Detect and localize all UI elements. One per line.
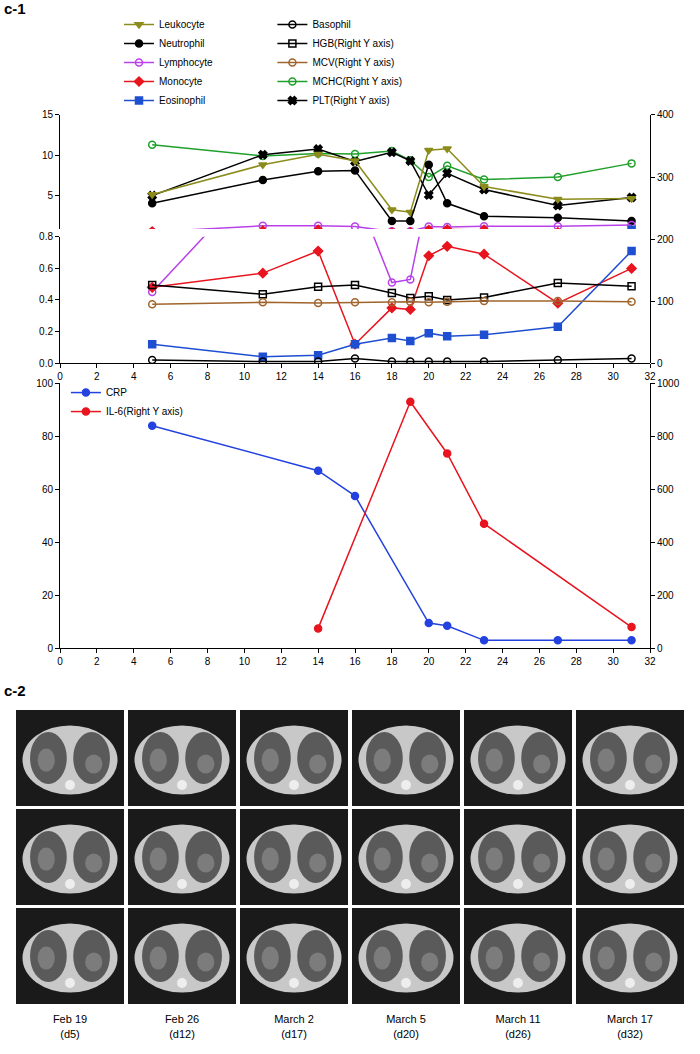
svg-text:10: 10 xyxy=(239,656,251,667)
svg-text:March 17: March 17 xyxy=(607,1013,653,1025)
svg-text:Neutrophil: Neutrophil xyxy=(159,38,205,49)
svg-text:(d32): (d32) xyxy=(617,1028,643,1040)
svg-text:0: 0 xyxy=(57,656,63,667)
svg-text:March 5: March 5 xyxy=(386,1013,426,1025)
svg-text:10: 10 xyxy=(42,150,54,161)
svg-text:400: 400 xyxy=(657,109,674,120)
svg-text:(d5): (d5) xyxy=(60,1028,80,1040)
svg-text:28: 28 xyxy=(571,656,583,667)
svg-text:10: 10 xyxy=(239,371,251,382)
svg-text:28: 28 xyxy=(571,371,583,382)
svg-text:18: 18 xyxy=(386,656,398,667)
svg-text:200: 200 xyxy=(657,590,674,601)
svg-text:32: 32 xyxy=(644,371,656,382)
svg-text:8: 8 xyxy=(205,371,211,382)
html-text:c-1: c-1 xyxy=(4,0,26,17)
svg-text:8: 8 xyxy=(205,656,211,667)
svg-text:Lymphocyte: Lymphocyte xyxy=(159,57,213,68)
svg-text:26: 26 xyxy=(534,371,546,382)
svg-text:24: 24 xyxy=(497,656,509,667)
svg-text:600: 600 xyxy=(657,484,674,495)
svg-text:30: 30 xyxy=(608,656,620,667)
svg-text:40: 40 xyxy=(42,537,54,548)
svg-text:HGB(Right Y axis): HGB(Right Y axis) xyxy=(312,38,393,49)
svg-text:80: 80 xyxy=(42,431,54,442)
svg-text:2: 2 xyxy=(94,656,100,667)
svg-text:0: 0 xyxy=(47,643,53,654)
svg-text:24: 24 xyxy=(497,371,509,382)
svg-text:0.6: 0.6 xyxy=(39,263,53,274)
svg-text:300: 300 xyxy=(657,172,674,183)
svg-text:15: 15 xyxy=(42,109,54,120)
svg-text:30: 30 xyxy=(608,371,620,382)
svg-text:(d12): (d12) xyxy=(169,1028,195,1040)
svg-text:0.8: 0.8 xyxy=(39,231,53,242)
svg-text:MCHC(Right Y axis): MCHC(Right Y axis) xyxy=(312,76,402,87)
svg-text:0.2: 0.2 xyxy=(39,326,53,337)
svg-text:4: 4 xyxy=(131,371,137,382)
svg-text:PLT(Right Y axis): PLT(Right Y axis) xyxy=(312,95,389,106)
svg-text:c-2: c-2 xyxy=(4,682,26,699)
svg-text:14: 14 xyxy=(313,656,325,667)
svg-text:100: 100 xyxy=(36,378,53,389)
svg-text:(d20): (d20) xyxy=(393,1028,419,1040)
svg-text:16: 16 xyxy=(349,371,361,382)
svg-text:16: 16 xyxy=(349,656,361,667)
svg-text:4: 4 xyxy=(131,656,137,667)
svg-text:(d17): (d17) xyxy=(281,1028,307,1040)
svg-text:Feb 19: Feb 19 xyxy=(53,1013,87,1025)
svg-text:20: 20 xyxy=(42,590,54,601)
svg-text:6: 6 xyxy=(168,371,174,382)
svg-text:(d26): (d26) xyxy=(505,1028,531,1040)
svg-text:18: 18 xyxy=(386,371,398,382)
svg-text:20: 20 xyxy=(423,371,435,382)
svg-text:Feb 26: Feb 26 xyxy=(165,1013,199,1025)
svg-text:Monocyte: Monocyte xyxy=(159,76,203,87)
svg-text:60: 60 xyxy=(42,484,54,495)
svg-text:MCV(Right Y axis): MCV(Right Y axis) xyxy=(312,57,394,68)
svg-text:0.4: 0.4 xyxy=(39,294,53,305)
svg-text:14: 14 xyxy=(313,371,325,382)
svg-text:26: 26 xyxy=(534,656,546,667)
svg-text:22: 22 xyxy=(460,371,472,382)
svg-text:March 2: March 2 xyxy=(274,1013,314,1025)
svg-text:20: 20 xyxy=(423,656,435,667)
svg-text:400: 400 xyxy=(657,537,674,548)
svg-text:0: 0 xyxy=(57,371,63,382)
svg-text:CRP: CRP xyxy=(106,387,127,398)
svg-text:200: 200 xyxy=(657,234,674,245)
svg-text:Eosinophil: Eosinophil xyxy=(159,95,205,106)
svg-text:32: 32 xyxy=(644,656,656,667)
svg-text:Leukocyte: Leukocyte xyxy=(159,19,205,30)
svg-text:1000: 1000 xyxy=(657,378,680,389)
svg-text:12: 12 xyxy=(276,371,288,382)
svg-text:0.0: 0.0 xyxy=(39,358,53,369)
svg-text:5: 5 xyxy=(47,190,53,201)
svg-text:0: 0 xyxy=(657,643,663,654)
svg-text:March 11: March 11 xyxy=(495,1013,540,1025)
svg-text:2: 2 xyxy=(94,371,100,382)
svg-text:22: 22 xyxy=(460,656,472,667)
svg-text:Basophil: Basophil xyxy=(312,19,350,30)
svg-text:0: 0 xyxy=(657,358,663,369)
svg-text:12: 12 xyxy=(276,656,288,667)
svg-text:100: 100 xyxy=(657,296,674,307)
svg-text:IL-6(Right Y axis): IL-6(Right Y axis) xyxy=(106,406,183,417)
svg-text:800: 800 xyxy=(657,431,674,442)
svg-text:6: 6 xyxy=(168,656,174,667)
